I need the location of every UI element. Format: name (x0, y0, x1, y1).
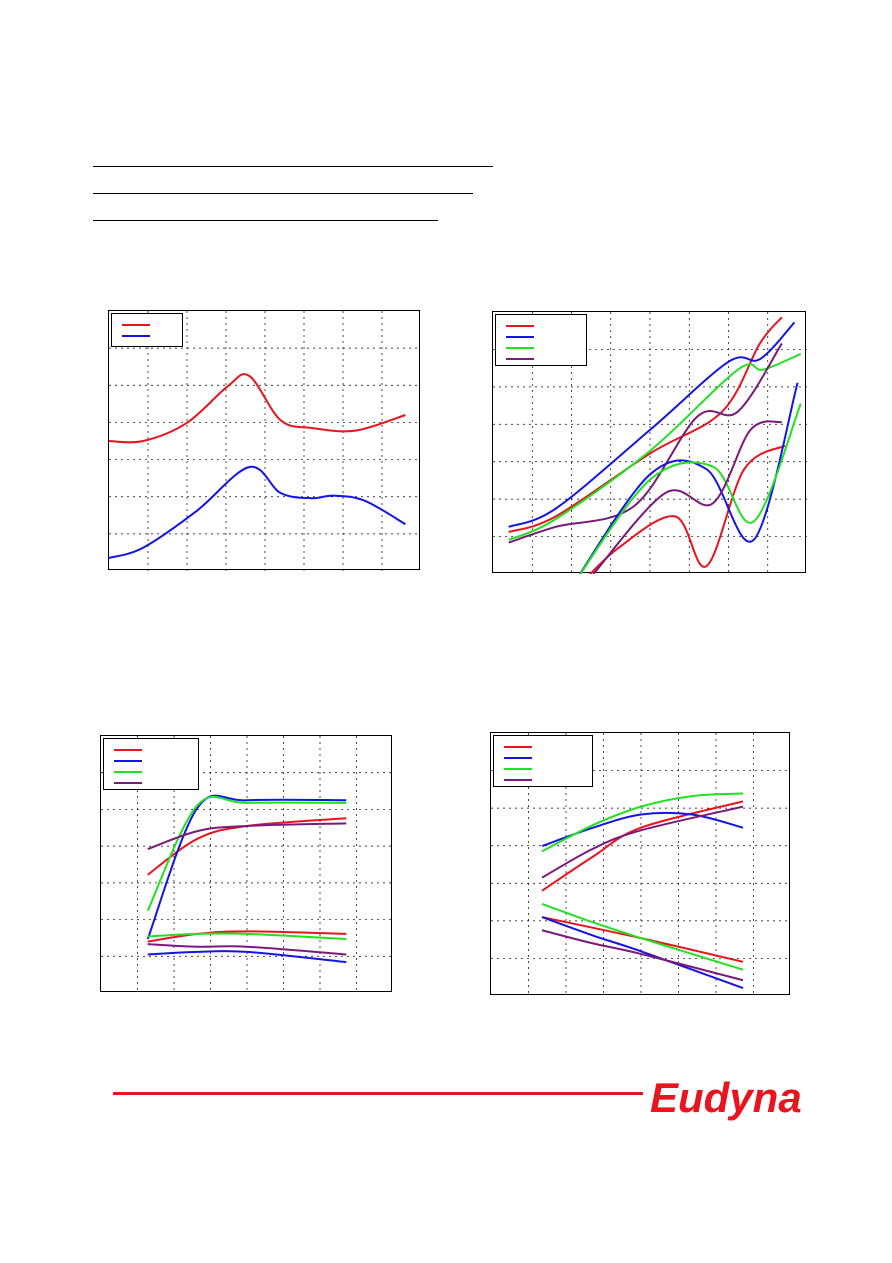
chart-4-series-8 (541, 929, 744, 982)
legend-swatch (114, 760, 142, 762)
header-rule-2 (93, 193, 473, 194)
chart-1-plot (109, 311, 421, 571)
chart-2-series-6 (578, 382, 799, 574)
chart-3 (100, 735, 393, 993)
chart-4-series-7 (541, 903, 744, 971)
chart-2-series-4 (508, 342, 783, 544)
chart-4-series-3 (541, 792, 744, 853)
chart-3-plot (101, 736, 393, 993)
chart-4-legend (493, 735, 593, 787)
legend-swatch (504, 768, 532, 770)
footer-divider (113, 1092, 643, 1095)
chart-4 (490, 732, 791, 996)
chart-3-series-3 (146, 795, 347, 912)
chart-2-series-2 (508, 321, 796, 528)
chart-4-series-4 (541, 805, 744, 879)
chart-1-legend (111, 313, 183, 347)
chart-3-series-7 (147, 932, 347, 941)
legend-swatch (504, 746, 532, 748)
legend-swatch (506, 325, 534, 327)
chart-1-series-1 (109, 373, 406, 444)
chart-2-series-3 (508, 352, 802, 541)
brand-logo: Eudyna (650, 1074, 802, 1121)
legend-swatch (504, 779, 532, 781)
legend-swatch (506, 358, 534, 360)
chart-2-series-7 (579, 403, 802, 574)
chart-1 (108, 310, 421, 571)
chart-2-plot (493, 312, 807, 574)
legend-swatch (122, 335, 150, 337)
legend-swatch (114, 749, 142, 751)
chart-4-series-6 (541, 916, 744, 990)
legend-swatch (506, 347, 534, 349)
chart-3-legend (103, 738, 199, 790)
legend-swatch (506, 336, 534, 338)
chart-3-series-8 (147, 943, 347, 956)
chart-2-series-5 (588, 444, 786, 574)
chart-3-series-1 (147, 817, 347, 876)
chart-3-series-5 (147, 930, 347, 943)
legend-swatch (114, 782, 142, 784)
chart-3-series-2 (146, 794, 347, 940)
chart-2 (492, 311, 807, 574)
header-rule-3 (93, 220, 438, 221)
legend-swatch (504, 757, 532, 759)
legend-swatch (114, 771, 142, 773)
chart-1-series-2 (109, 465, 406, 559)
chart-3-series-6 (147, 950, 347, 964)
chart-3-series-4 (147, 822, 347, 851)
legend-swatch (122, 324, 150, 326)
header-rule-1 (93, 166, 493, 167)
chart-2-legend (495, 314, 587, 366)
chart-2-series-8 (592, 420, 783, 574)
